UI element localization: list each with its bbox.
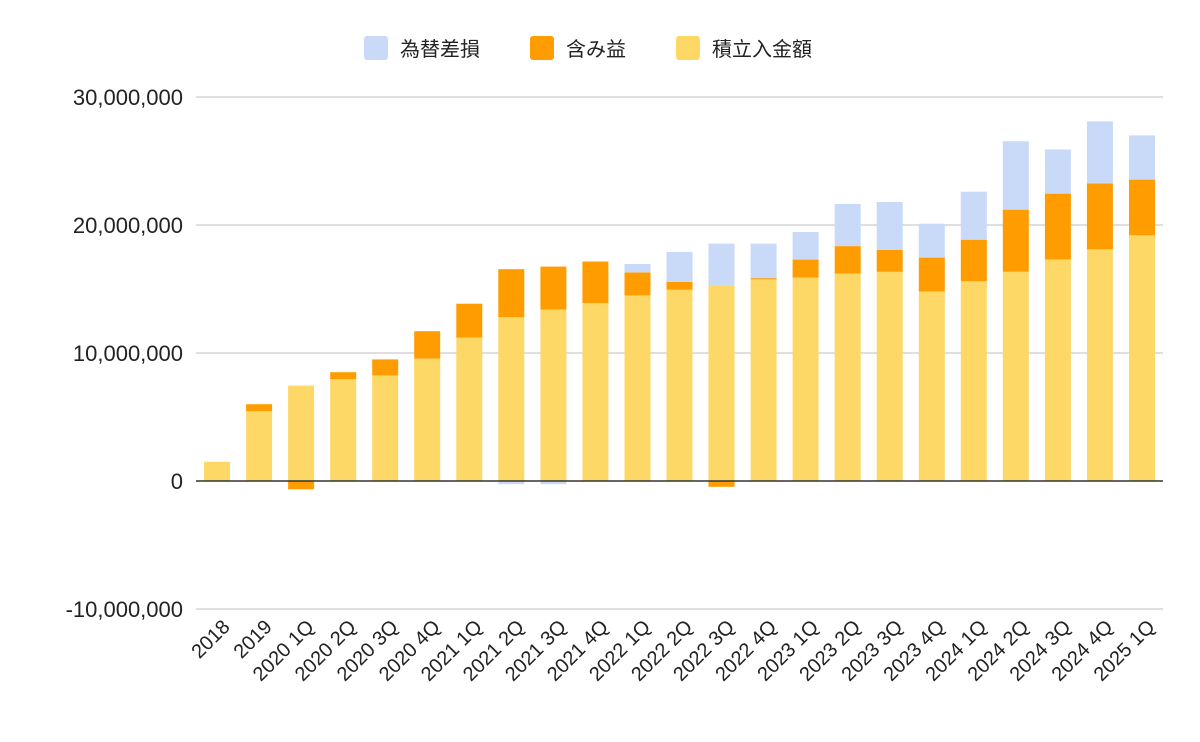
y-axis-ticks: 30,000,000 20,000,000 10,000,000 0 -10,000,0… — [66, 85, 183, 622]
bar-segment — [288, 481, 315, 490]
y-tick-label: 20,000,000 — [73, 213, 183, 238]
bar-segment — [960, 239, 987, 282]
bar-segment — [708, 481, 735, 487]
bar-segment — [540, 309, 567, 481]
bar-segment — [918, 257, 945, 292]
bar-segment — [750, 278, 777, 280]
bar-segment — [288, 385, 315, 481]
bar-segment — [1044, 193, 1071, 260]
bar-segment — [834, 203, 861, 247]
legend-item: 為替差損 — [364, 36, 480, 61]
bar-segment — [330, 379, 357, 481]
bar-segment — [582, 303, 609, 481]
bar-segment — [876, 250, 903, 272]
legend-label: 為替差損 — [400, 37, 480, 61]
bar-segment — [540, 266, 567, 310]
bar-segment — [876, 271, 903, 481]
bar-segment — [372, 359, 399, 376]
bar-segment — [1002, 271, 1029, 481]
bars — [204, 121, 1155, 490]
bar-segment — [246, 411, 273, 481]
bar-segment — [666, 282, 693, 290]
legend-item: 含み益 — [530, 36, 626, 61]
bar-segment — [792, 259, 819, 278]
bar-segment — [666, 289, 693, 481]
bar-segment — [1129, 135, 1155, 180]
y-tick-label: 0 — [171, 469, 183, 494]
bar-segment — [918, 223, 945, 258]
y-tick-label: -10,000,000 — [66, 597, 183, 622]
bar-segment — [792, 277, 819, 481]
legend: 為替差損 含み益 積立入金額 — [364, 36, 812, 61]
bar-segment — [372, 375, 399, 481]
bar-segment — [1002, 209, 1029, 272]
bar-segment — [498, 269, 525, 318]
bar-segment — [750, 279, 777, 481]
bar-segment — [1086, 121, 1113, 184]
bar-segment — [792, 232, 819, 260]
legend-swatch — [364, 36, 388, 60]
bar-segment — [834, 273, 861, 481]
bar-segment — [1129, 235, 1155, 481]
bar-segment — [1086, 249, 1113, 481]
bar-segment — [540, 481, 567, 485]
bar-segment — [960, 281, 987, 481]
bar-segment — [876, 202, 903, 250]
bar-segment — [708, 285, 735, 481]
legend-item: 積立入金額 — [676, 36, 812, 61]
bar-segment — [414, 358, 441, 481]
bar-segment — [750, 243, 777, 279]
bar-segment — [624, 295, 651, 481]
bar-segment — [960, 191, 987, 240]
bar-segment — [204, 461, 230, 481]
bar-segment — [834, 246, 861, 274]
bar-segment — [456, 337, 483, 481]
y-tick-label: 10,000,000 — [73, 341, 183, 366]
legend-swatch — [676, 36, 700, 60]
bar-segment — [918, 291, 945, 481]
bar-segment — [1044, 259, 1071, 481]
bar-segment — [456, 303, 483, 338]
bar-segment — [1044, 149, 1071, 194]
bar-segment — [1002, 141, 1029, 210]
bar-segment — [582, 261, 609, 304]
legend-swatch — [530, 36, 554, 60]
bar-segment — [330, 372, 357, 380]
legend-label: 含み益 — [566, 37, 626, 61]
bar-segment — [1086, 183, 1113, 250]
bar-segment — [498, 481, 525, 485]
bar-segment — [624, 272, 651, 296]
bar-segment — [246, 404, 273, 412]
bar-segment — [624, 264, 651, 273]
bar-segment — [708, 243, 735, 286]
legend-label: 積立入金額 — [712, 37, 812, 61]
bar-segment — [498, 317, 525, 481]
bar-segment — [1129, 179, 1155, 236]
x-tick-label: 2018 — [188, 616, 235, 663]
bar-segment — [666, 251, 693, 282]
y-tick-label: 30,000,000 — [73, 85, 183, 110]
bar-segment — [414, 331, 441, 359]
